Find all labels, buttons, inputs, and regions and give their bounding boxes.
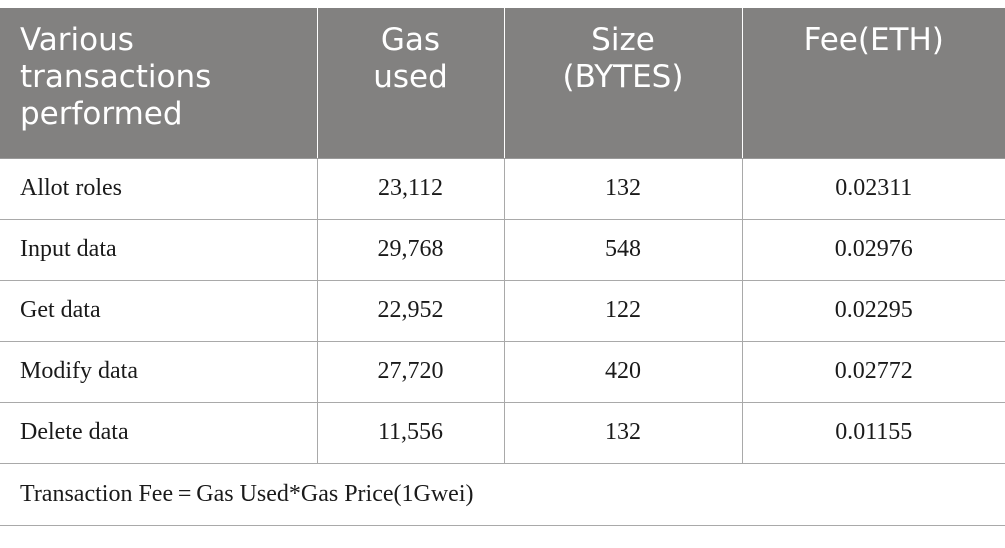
cell-fee-eth: 0.02311 (742, 158, 1005, 220)
transaction-cost-table-container: Various transactions performed Gas used … (0, 8, 1005, 526)
cell-size-bytes: 132 (504, 402, 743, 464)
header-text: Various (20, 22, 134, 58)
cell-transaction: Get data (0, 280, 318, 342)
header-text: Size (591, 22, 655, 58)
table-row: Modify data 27,720 420 0.02772 (0, 341, 1005, 403)
header-text: used (373, 59, 448, 95)
transaction-cost-table: Various transactions performed Gas used … (0, 8, 1005, 526)
header-text: transactions (20, 59, 212, 95)
header-text: Fee(ETH) (803, 22, 944, 58)
header-transactions: Various transactions performed (0, 8, 318, 159)
cell-gas-used: 29,768 (317, 219, 505, 281)
header-text: (BYTES) (562, 59, 684, 95)
cell-gas-used: 27,720 (317, 341, 505, 403)
header-size-bytes: Size (BYTES) (504, 8, 743, 159)
table-row: Allot roles 23,112 132 0.02311 (0, 158, 1005, 220)
table-footnote: Transaction Fee = Gas Used*Gas Price(1Gw… (0, 463, 1005, 526)
cell-transaction: Modify data (0, 341, 318, 403)
footnote-row: Transaction Fee = Gas Used*Gas Price(1Gw… (0, 463, 1005, 526)
header-text: performed (20, 96, 183, 132)
cell-gas-used: 11,556 (317, 402, 505, 464)
cell-gas-used: 22,952 (317, 280, 505, 342)
table-row: Delete data 11,556 132 0.01155 (0, 402, 1005, 464)
cell-size-bytes: 122 (504, 280, 743, 342)
table-row: Get data 22,952 122 0.02295 (0, 280, 1005, 342)
cell-size-bytes: 132 (504, 158, 743, 220)
cell-size-bytes: 420 (504, 341, 743, 403)
cell-fee-eth: 0.01155 (742, 402, 1005, 464)
cell-gas-used: 23,112 (317, 158, 505, 220)
table-row: Input data 29,768 548 0.02976 (0, 219, 1005, 281)
table-body: Allot roles 23,112 132 0.02311 Input dat… (0, 158, 1005, 464)
header-gas-used: Gas used (317, 8, 505, 159)
cell-fee-eth: 0.02295 (742, 280, 1005, 342)
header-fee-eth: Fee(ETH) (742, 8, 1005, 159)
header-row: Various transactions performed Gas used … (0, 8, 1005, 159)
cell-fee-eth: 0.02772 (742, 341, 1005, 403)
table-header: Various transactions performed Gas used … (0, 8, 1005, 159)
cell-size-bytes: 548 (504, 219, 743, 281)
header-text: Gas (380, 22, 441, 58)
cell-transaction: Delete data (0, 402, 318, 464)
table-footer: Transaction Fee = Gas Used*Gas Price(1Gw… (0, 463, 1005, 526)
cell-transaction: Allot roles (0, 158, 318, 220)
cell-fee-eth: 0.02976 (742, 219, 1005, 281)
cell-transaction: Input data (0, 219, 318, 281)
